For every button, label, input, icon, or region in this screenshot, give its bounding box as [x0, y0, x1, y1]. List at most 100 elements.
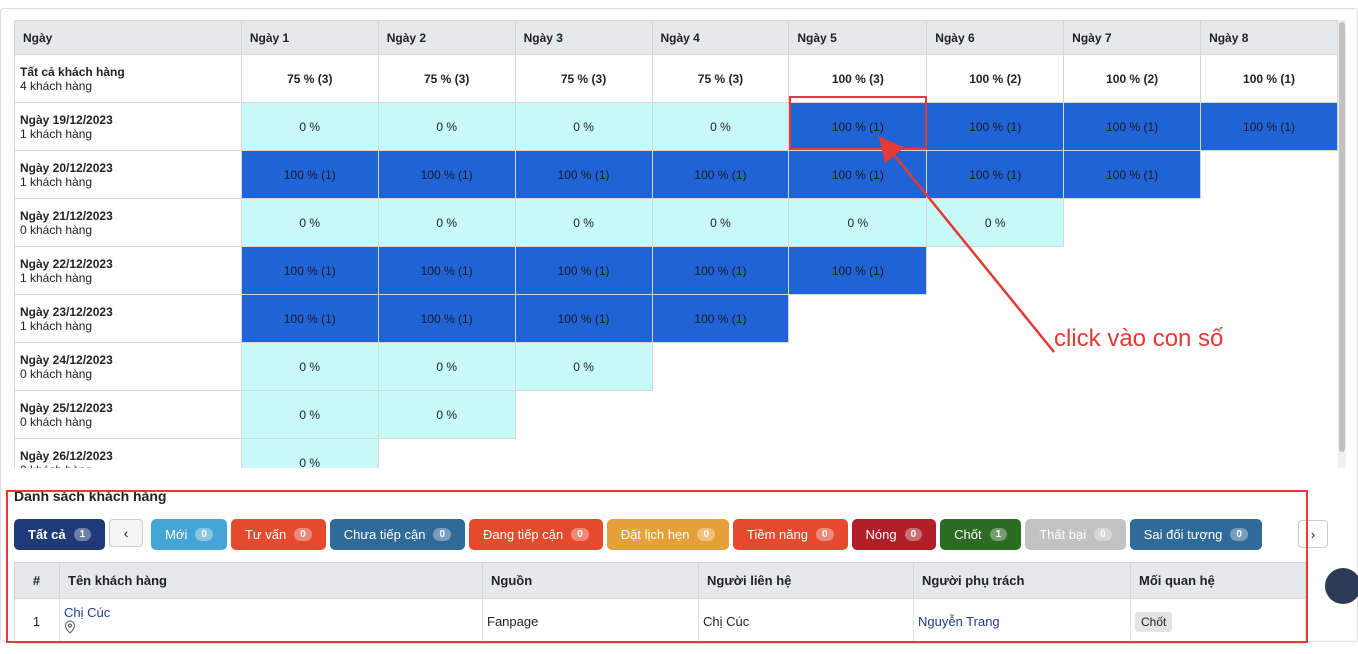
empty-cell	[789, 439, 927, 469]
tab-label: Đặt lịch hẹn	[620, 527, 690, 542]
row-label: Ngày 24/12/2023 0 khách hàng	[14, 342, 242, 391]
chat-button[interactable]	[1325, 568, 1358, 604]
cell: Chị Cúc	[698, 598, 914, 644]
cohort-cell[interactable]: 100 % (1)	[1063, 102, 1202, 151]
row-label: Tất cả khách hàng 4 khách hàng	[14, 54, 242, 103]
column-header: Ngày 8	[1200, 20, 1338, 55]
cohort-cell[interactable]: 100 % (1)	[926, 150, 1065, 199]
cell: Nguyễn Trang	[913, 598, 1131, 644]
row-label: Ngày 19/12/2023 1 khách hàng	[14, 102, 242, 151]
filter-tab[interactable]: Mới 0	[151, 519, 227, 550]
assignee[interactable]: Nguyễn Trang	[918, 613, 1000, 629]
customer-count: 1 khách hàng	[20, 270, 93, 285]
next-button[interactable]: ›	[1298, 520, 1328, 548]
cohort-cell: 100 % (2)	[926, 54, 1065, 103]
column-header: Ngày 4	[651, 20, 790, 55]
cohort-cell[interactable]: 100 % (1)	[651, 294, 790, 343]
empty-cell	[789, 343, 927, 391]
date: Ngày 19/12/2023	[20, 112, 113, 127]
filter-tab[interactable]: Tiềm năng 0	[733, 519, 848, 550]
filter-tab[interactable]: Tư vấn 0	[230, 519, 326, 550]
date: Ngày 24/12/2023	[20, 352, 113, 367]
customer-name[interactable]: Chị Cúc	[64, 605, 111, 620]
tab-label: Nóng	[865, 527, 897, 542]
filter-tab[interactable]: Nóng 0	[851, 519, 937, 550]
tab-label: Chưa tiếp cận	[343, 527, 426, 542]
filter-tab[interactable]: Thất bại 0	[1025, 519, 1126, 550]
cohort-cell[interactable]: 0 %	[240, 342, 379, 391]
filter-tab[interactable]: Đặt lịch hẹn 0	[606, 519, 730, 550]
column-header: Tên khách hàng	[59, 562, 483, 599]
column-header: Ngày 3	[514, 20, 653, 55]
filter-tab[interactable]: Tất cả 1	[14, 519, 106, 550]
cohort-cell[interactable]: 100 % (1)	[240, 150, 379, 199]
empty-cell	[789, 295, 927, 343]
cohort-cell[interactable]: 0 %	[377, 198, 516, 247]
cohort-cell: 100 % (2)	[1063, 54, 1202, 103]
tab-label: Chốt	[954, 527, 982, 542]
empty-cell	[927, 391, 1064, 439]
cohort-cell[interactable]: 100 % (1)	[651, 246, 790, 295]
tab-count: 0	[697, 528, 716, 541]
customer-table: # Tên khách hàng Nguồn Người liên hệ Người p…	[14, 562, 1306, 644]
cohort-cell[interactable]: 100 % (1)	[514, 246, 653, 295]
filter-tab[interactable]: Đang tiếp cận 0	[469, 519, 603, 550]
filter-tab[interactable]: Chốt 1	[940, 519, 1022, 550]
highlight-box	[789, 96, 927, 150]
cohort-cell[interactable]: 0 %	[240, 198, 379, 247]
cell: Chị Cúc	[59, 598, 483, 644]
cohort-cell[interactable]: 0 %	[240, 390, 379, 439]
row: Ngày 23/12/2023 1 khách hàng 100 % (1) 100 …	[14, 294, 1338, 343]
cohort-cell[interactable]: 0 %	[926, 198, 1065, 247]
cohort-cell[interactable]: 100 % (1)	[514, 150, 653, 199]
row-label: Ngày 23/12/2023 1 khách hàng	[14, 294, 242, 343]
cohort-cell[interactable]: 0 %	[788, 198, 928, 247]
filter-tab[interactable]: Chưa tiếp cận 0	[329, 519, 465, 550]
cohort-cell[interactable]: 0 %	[377, 102, 516, 151]
cohort-cell[interactable]: 0 %	[651, 198, 790, 247]
cohort-cell[interactable]: 100 % (1)	[377, 294, 516, 343]
cohort-cell[interactable]: 100 % (1)	[240, 246, 379, 295]
cohort-cell[interactable]: 100 % (1)	[377, 150, 516, 199]
cohort-cell[interactable]: 0 %	[651, 102, 790, 151]
cohort-cell[interactable]: 0 %	[377, 342, 516, 391]
cohort-cell[interactable]: 0 %	[514, 198, 653, 247]
row-label: Ngày 21/12/2023 0 khách hàng	[14, 198, 242, 247]
row: Ngày 22/12/2023 1 khách hàng 100 % (1) 100 …	[14, 246, 1338, 295]
cohort-cell[interactable]: 100 % (1)	[514, 294, 653, 343]
cohort-cell[interactable]: 0 %	[377, 390, 516, 439]
scroll-thumb[interactable]	[1339, 22, 1345, 452]
empty-cell	[378, 439, 515, 469]
cohort-cell[interactable]: 0 %	[240, 438, 379, 468]
cell: Chốt	[1130, 598, 1306, 644]
cohort-cell[interactable]: 100 % (1)	[240, 294, 379, 343]
cohort-cell[interactable]: 100 % (1)	[1063, 150, 1202, 199]
filter-tab[interactable]: Sai đối tượng 0	[1129, 519, 1262, 550]
cohort-cell: 100 % (1)	[1200, 54, 1338, 103]
row: Ngày 24/12/2023 0 khách hàng 0 % 0 % 0 %	[14, 342, 1338, 391]
empty-cell	[652, 343, 789, 391]
text: Chị Cúc	[703, 613, 750, 629]
date: Ngày 20/12/2023	[20, 160, 113, 175]
cohort-cell[interactable]: 100 % (1)	[926, 102, 1065, 151]
cohort-cell[interactable]: 100 % (1)	[1200, 102, 1338, 151]
customer-count: 0 khách hàng	[20, 222, 93, 237]
customer-count: 4 khách hàng	[20, 78, 93, 93]
cohort-cell[interactable]: 0 %	[514, 102, 653, 151]
empty-cell	[1201, 199, 1338, 247]
scrollbar[interactable]	[1338, 20, 1346, 468]
row: Ngày 20/12/2023 1 khách hàng 100 % (1) 100 …	[14, 150, 1338, 199]
cohort-cell[interactable]: 100 % (1)	[377, 246, 516, 295]
empty-cell	[1064, 391, 1201, 439]
row: Tất cả khách hàng 4 khách hàng 75 % (3) 75 …	[14, 54, 1338, 103]
cohort-cell[interactable]: 100 % (1)	[651, 150, 790, 199]
cohort-cell[interactable]: 0 %	[240, 102, 379, 151]
empty-cell	[652, 391, 789, 439]
tab-count: 0	[571, 528, 589, 541]
cohort-cell[interactable]: 0 %	[514, 342, 653, 391]
prev-button[interactable]: ‹	[109, 519, 144, 547]
cohort-cell[interactable]: 100 % (1)	[788, 246, 928, 295]
cohort-cell: 75 % (3)	[514, 54, 653, 103]
cohort-cell[interactable]: 100 % (1)	[788, 150, 928, 199]
